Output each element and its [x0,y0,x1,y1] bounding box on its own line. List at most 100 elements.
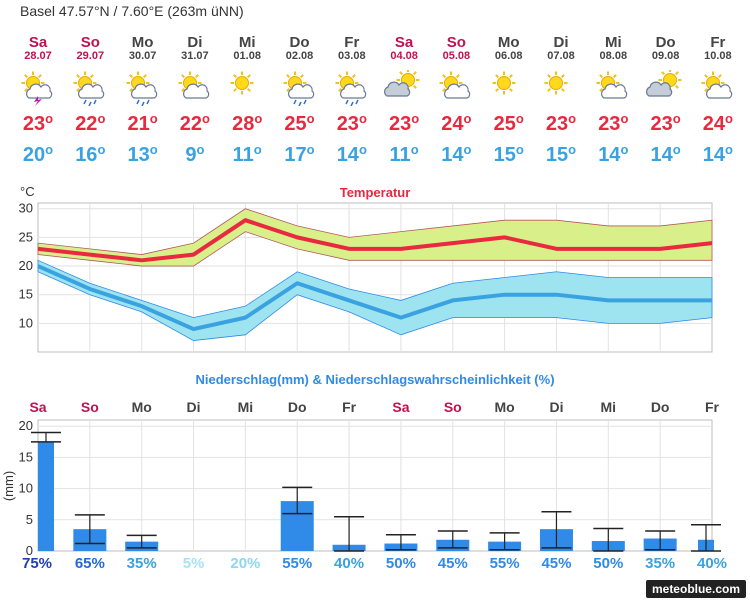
sun-icon [544,71,568,95]
min-temp: 9o [170,142,220,167]
max-temp-value: 23 [545,113,569,135]
max-temp: 22o [65,111,115,136]
max-temp: 23o [536,111,586,136]
cloud-sun-icon [384,70,420,97]
max-temp: 23o [588,111,638,136]
precip-day-label: Fr [705,399,720,415]
degree-symbol: o [254,111,263,126]
day-date: 07.08 [547,50,575,62]
min-temp-value: 11 [232,144,254,166]
day-name: Fr [344,34,360,51]
day-name: Mi [238,34,256,51]
day-name: Fr [710,34,726,51]
max-temp: 25o [484,111,534,136]
degree-symbol: o [196,142,205,157]
min-temp: 14o [693,142,743,167]
y-tick-label: 10 [19,481,33,496]
max-temp-value: 25 [493,113,516,135]
precipitation-y-label: (mm) [1,471,16,501]
temperature-chart: 10 15 20 25 30 °C Temperatur [19,184,713,353]
precipitation-probability-label: 40% [334,555,364,572]
max-temp-range-band [37,208,713,267]
cloud-sun-icon [645,70,682,97]
precipitation-probability-label: 35% [645,555,675,572]
min-temp-value: 14 [650,144,673,166]
max-temp-value: 22 [75,113,98,135]
precipitation-probability-label: 45% [541,555,571,572]
max-temp-value: 23 [388,113,412,135]
y-tick-label: 15 [19,287,33,302]
degree-symbol: o [149,142,158,157]
y-tick-label: 10 [19,315,33,330]
min-temp: 11o [222,142,272,167]
day-date: 30.07 [128,50,157,62]
day-name: Mi [604,34,622,51]
day-date: 29.07 [76,50,105,62]
precipitation-probability-label: 50% [593,555,623,572]
sun-icon [230,71,254,95]
precipitation-plot-area [37,419,713,552]
max-temp-value: 23 [598,113,621,135]
degree-symbol: o [306,111,315,126]
precipitation-chart-title: Niederschlag(mm) & Niederschlagswahrsche… [195,372,554,387]
y-tick-label: 15 [19,449,33,464]
precipitation-probability-label: 20% [230,555,260,572]
max-temp: 24o [431,111,481,136]
degree-symbol: o [306,142,315,157]
min-temp: 15o [484,142,534,167]
degree-symbol: o [515,111,524,126]
max-temp-line [37,218,713,263]
min-temp-value: 14 [336,144,359,166]
min-temp: 14o [588,142,638,167]
precipitation-probability-label: 55% [282,555,312,572]
degree-symbol: o [202,111,210,126]
precipitation-probability-label: 35% [127,555,157,572]
day-date: 05.08 [442,50,471,62]
day-name: Sa [394,34,414,51]
degree-symbol: o [411,111,420,126]
precipitation-probability-label: 45% [438,555,468,572]
day-name: Mo [497,34,520,51]
precip-day-label: Sa [392,399,409,415]
y-tick-label: 25 [19,229,33,244]
degree-symbol: o [45,142,54,157]
min-temp-value: 14 [598,144,621,166]
min-temp-value: 20 [22,144,46,166]
degree-symbol: o [358,111,367,126]
temperature-chart-title: Temperatur [340,185,411,200]
max-temp-value: 24 [702,113,726,135]
precipitation-probability-label: 50% [386,555,416,572]
precip-day-label: Mo [132,399,152,415]
sun-cloud-rain-icon [283,71,314,106]
precipitation-probability-label: 55% [490,555,520,572]
precip-day-label: Do [288,399,307,415]
day-date: 03.08 [338,50,366,62]
day-date: 02.08 [285,50,314,62]
max-temp-value: 21 [127,113,150,135]
sun-icon [492,71,516,95]
max-temp-value: 24 [441,113,464,135]
degree-symbol: o [568,142,577,157]
day-name: Do [289,34,310,51]
min-temp-value: 14 [702,144,726,166]
max-temp: 23o [327,111,377,136]
day-date: 31.07 [181,50,209,62]
min-temp: 14o [327,142,377,167]
day-name: Sa [28,34,48,51]
min-temp-value: 16 [75,144,98,166]
meteoblue-watermark[interactable]: meteoblue.com [645,580,746,598]
location-title: Basel 47.57°N / 7.60°E (263m üNN) [20,3,244,19]
min-temp: 20o [13,142,63,167]
max-temp-value: 23 [336,113,359,135]
day-date: 01.08 [233,50,261,62]
min-temp-value: 9 [185,144,197,166]
day-name: Mo [131,34,154,51]
min-temp: 17o [275,142,325,167]
day-date: 28.07 [24,50,52,62]
degree-symbol: o [515,142,524,157]
degree-symbol: o [568,111,577,126]
precip-day-label: So [81,399,99,415]
precip-day-label: So [444,399,462,415]
max-temp: 24o [693,111,743,136]
